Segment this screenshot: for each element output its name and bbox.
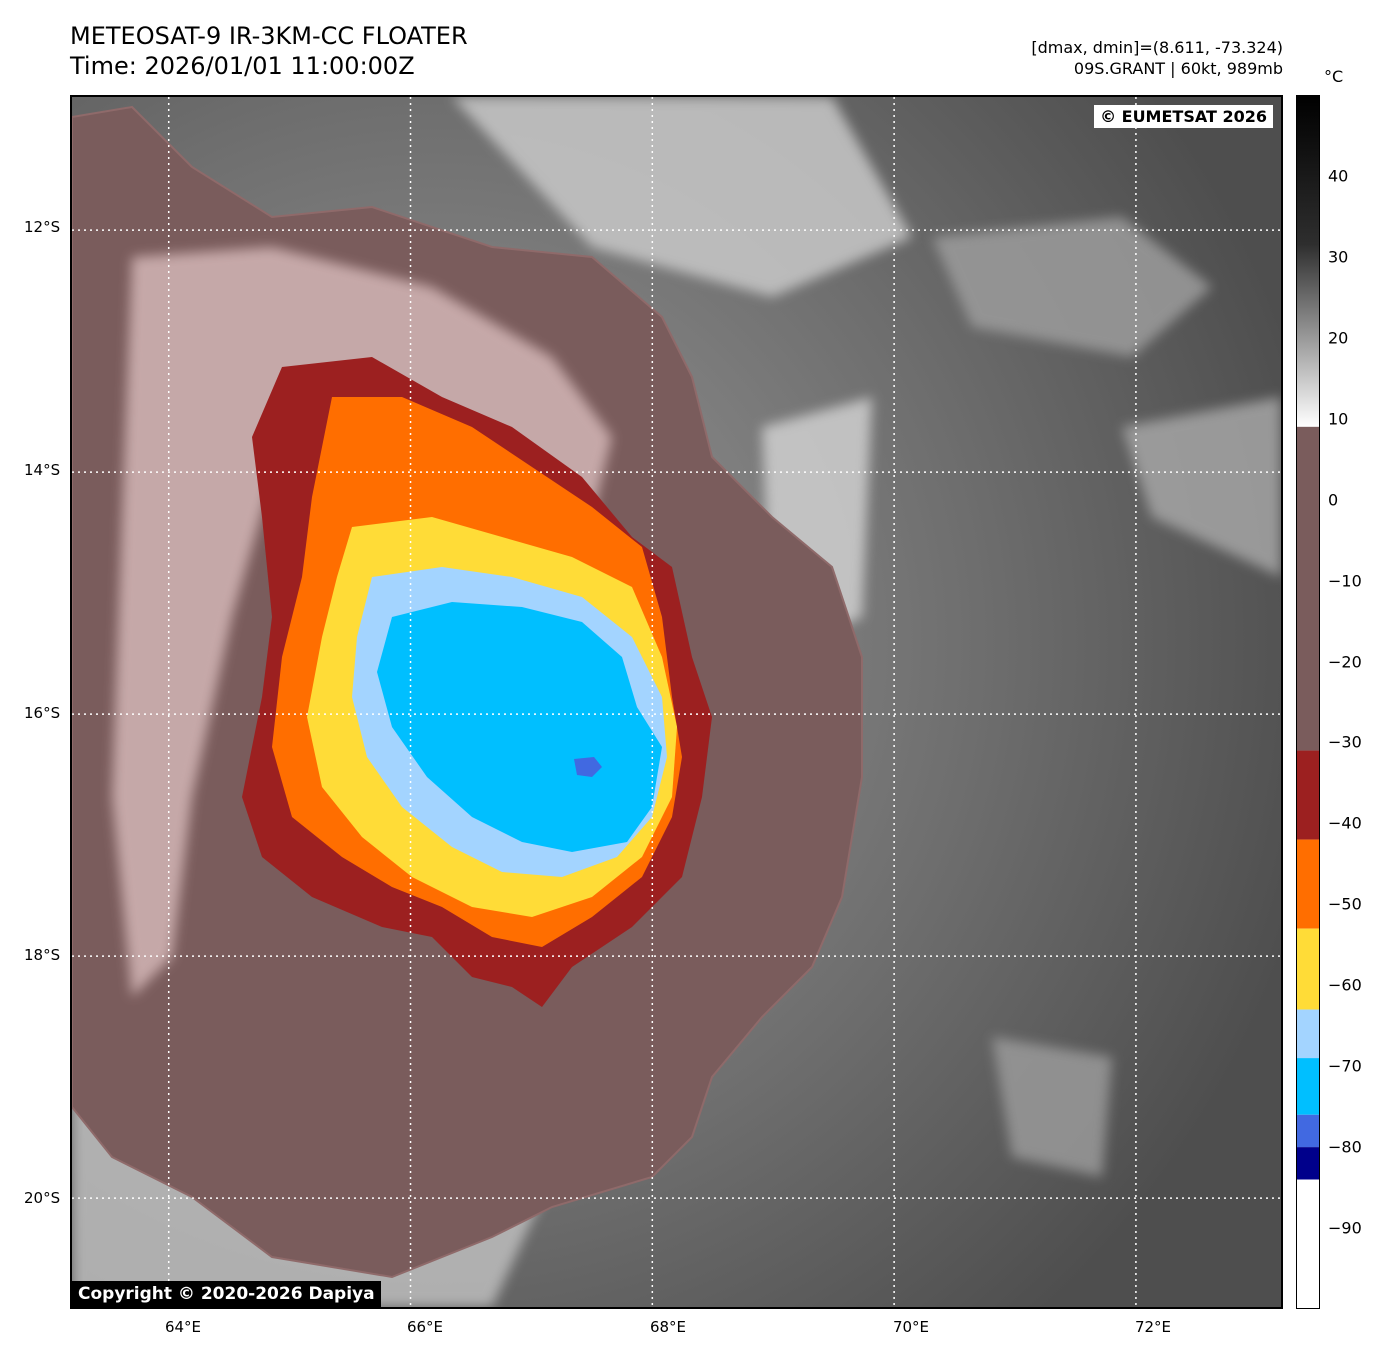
lat-tick-label: 12°S [24,218,61,236]
ir-imagery [72,97,1281,1307]
colorbar-band [1296,95,1320,427]
lon-tick-label: 72°E [1134,1318,1172,1336]
colorbar-band [1296,928,1320,1010]
lat-tick-label: 14°S [24,461,61,479]
grid-lines [72,97,1281,1307]
colorbar-band [1296,1179,1320,1309]
observation-time: Time: 2026/01/01 11:00:00Z [70,52,415,80]
colorbar-band [1296,750,1320,840]
cold-top-royalblue [574,757,602,777]
lat-tick-label: 16°S [24,704,61,722]
colorbar-tick-label: 30 [1328,247,1349,267]
lon-tick-label: 64°E [164,1318,202,1336]
colorbar-tick-label: −20 [1328,652,1362,672]
colorbar [1296,95,1320,1309]
colorbar-tick-label: 10 [1328,409,1349,429]
colorbar-tick-label: −80 [1328,1137,1362,1157]
colorbar-unit: °C [1324,67,1344,86]
lat-tick-label: 20°S [24,1189,61,1207]
colorbar-band [1296,1114,1320,1148]
colorbar-band [1296,1147,1320,1180]
colorbar-band [1296,1058,1320,1115]
colorbar-band [1296,426,1320,751]
cold-top-cyan [377,602,662,852]
colorbar-tick-label: −70 [1328,1056,1362,1076]
storm-info: 09S.GRANT | 60kt, 989mb [1073,59,1283,78]
colorbar-tick-label: −30 [1328,732,1362,752]
lat-tick-label: 18°S [24,946,61,964]
lon-tick-label: 68°E [649,1318,687,1336]
colorbar-tick-label: −10 [1328,571,1362,591]
colorbar-tick-label: −40 [1328,813,1362,833]
map-title: METEOSAT-9 IR-3KM-CC FLOATER [70,22,468,50]
colorbar-band [1296,1009,1320,1059]
colorbar-tick-label: 0 [1328,490,1339,510]
colorbar-tick-label: 20 [1328,328,1349,348]
lon-tick-label: 66°E [406,1318,444,1336]
eumetsat-credit: © EUMETSAT 2026 [1094,105,1273,128]
colorbar-band [1296,839,1320,929]
dapiya-copyright: Copyright © 2020-2026 Dapiya [72,1281,381,1307]
colorbar-tick-label: −60 [1328,975,1362,995]
dmax-dmin-readout: [dmax, dmin]=(8.611, -73.324) [1031,38,1283,57]
colorbar-tick-label: −90 [1328,1218,1362,1238]
colorbar-tick-label: −50 [1328,894,1362,914]
colorbar-tick-label: 40 [1328,166,1349,186]
lon-tick-label: 70°E [892,1318,930,1336]
satellite-ir-map: © EUMETSAT 2026 Copyright © 2020-2026 Da… [70,95,1283,1309]
